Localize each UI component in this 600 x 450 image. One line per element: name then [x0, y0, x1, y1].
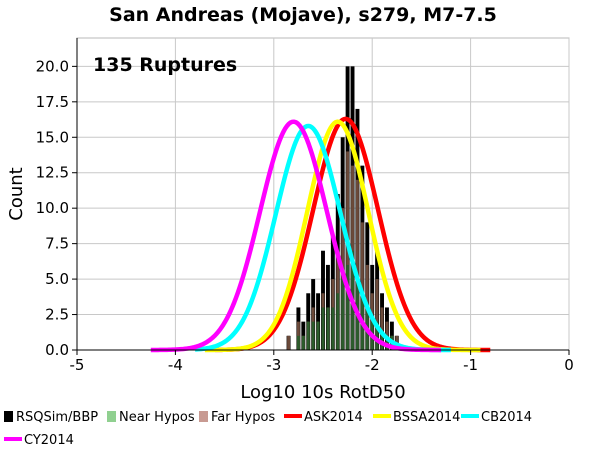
bar-far-hypos [360, 222, 364, 350]
legend-label-bssa2014: BSSA2014 [393, 410, 460, 425]
y-tick-label: 2.5 [45, 306, 69, 324]
bar-far-hypos [287, 335, 291, 350]
y-tick-label: 10.0 [36, 199, 69, 217]
legend-label-cy2014: CY2014 [24, 433, 74, 448]
legend-swatch-far-hypos [199, 411, 208, 422]
x-tick-label: -2 [365, 356, 380, 374]
rupture-count-annotation: 135 Ruptures [93, 54, 237, 76]
x-tick-label: -5 [70, 356, 85, 374]
y-ticks: 0.0 2.5 5.0 7.5 10.0 12.5 15.0 17.5 20.0 [36, 57, 77, 359]
x-tick-label: 0 [564, 356, 574, 374]
legend-swatch-rsqsim-bbp [4, 411, 13, 422]
bar-near-hypos [321, 307, 325, 350]
x-tick-label: -3 [266, 356, 281, 374]
bar-near-hypos [306, 321, 310, 350]
bar-far-hypos [355, 179, 359, 350]
x-tick-label: -4 [168, 356, 183, 374]
legend-label-cb2014: CB2014 [481, 410, 532, 425]
y-tick-label: 17.5 [36, 93, 69, 111]
bar-near-hypos [316, 321, 320, 350]
legend-label-near-hypos: Near Hypos [119, 410, 195, 425]
legend-label-ask2014: ASK2014 [304, 410, 363, 425]
y-axis-label: Count [6, 167, 27, 220]
bar-near-hypos [385, 335, 389, 350]
legend-swatch-near-hypos [107, 411, 116, 422]
bar-near-hypos [301, 335, 305, 350]
legend-label-rsqsim-bbp: RSQSim/BBP [16, 410, 98, 425]
bar-far-hypos [380, 307, 384, 350]
curve-cy2014 [150, 119, 442, 353]
bar-near-hypos [346, 264, 350, 350]
bar-near-hypos [296, 335, 300, 350]
bar-near-hypos [311, 321, 315, 350]
y-tick-label: 12.5 [36, 164, 69, 182]
x-axis-label: Log10 10s RotD50 [240, 382, 405, 403]
legend: RSQSim/BBP Near Hypos Far Hypos ASK2014 BSSA… [4, 410, 532, 448]
bar-far-hypos [375, 279, 379, 350]
y-tick-label: 20.0 [36, 57, 69, 75]
y-tick-label: 0.0 [45, 341, 69, 359]
bar-near-hypos [375, 321, 379, 350]
legend-label-far-hypos: Far Hypos [211, 410, 275, 425]
bar-near-hypos [331, 307, 335, 350]
bar-near-hypos [326, 307, 330, 350]
x-ticks: -5 -4 -3 -2 -1 0 [70, 350, 574, 374]
bar-near-hypos [341, 279, 345, 350]
y-tick-label: 7.5 [45, 235, 69, 253]
bar-near-hypos [336, 293, 340, 350]
chart-title: San Andreas (Mojave), s279, M7-7.5 [109, 4, 497, 26]
plot-area [76, 37, 570, 353]
y-tick-label: 15.0 [36, 128, 69, 146]
y-tick-label: 5.0 [45, 270, 69, 288]
gmpe-curves [150, 116, 491, 353]
bar-total [325, 264, 330, 350]
x-tick-label: -1 [463, 356, 478, 374]
